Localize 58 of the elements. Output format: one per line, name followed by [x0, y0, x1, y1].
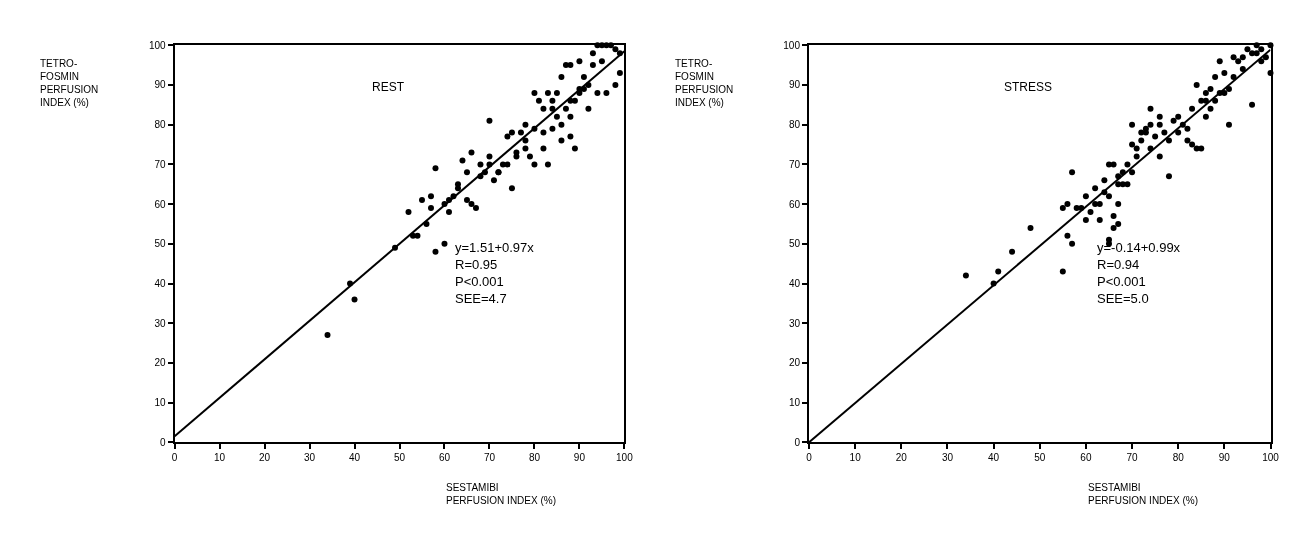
annotation: SEE=4.7: [455, 290, 507, 306]
y-tick-label: 20: [154, 357, 167, 369]
x-tick-label: 20: [895, 452, 908, 464]
annotation: y=1.51+0.97x: [455, 240, 535, 255]
y-tick-label: 60: [788, 198, 801, 210]
annotation: R=0.94: [1097, 256, 1140, 272]
x-axis-title: SESTAMIBI PERFUSION INDEX (%): [446, 482, 557, 506]
annotation: P<0.001: [455, 273, 504, 289]
x-tick-label: 90: [573, 452, 586, 464]
y-tick-label: 100: [148, 39, 167, 51]
x-tick-label: 50: [1034, 452, 1046, 464]
x-tick-label: 10: [214, 452, 226, 464]
x-tick-label: 100: [616, 452, 634, 464]
x-tick-label: 100: [1262, 452, 1280, 464]
x-tick-label: 70: [483, 452, 496, 464]
text: REST: [372, 80, 405, 94]
x-tick-label: 30: [941, 452, 954, 464]
text: STRESS: [1004, 80, 1053, 94]
annotation: SEE=5.0: [1097, 290, 1149, 306]
y-tick-label: 100: [783, 39, 801, 51]
y-tick-label: 10: [788, 397, 801, 409]
x-tick-label: 40: [348, 452, 361, 464]
y-tick-label: 40: [788, 278, 801, 289]
y-tick-label: 0: [794, 436, 801, 448]
x-tick-label: 10: [849, 452, 862, 464]
y-tick-label: 50: [788, 238, 801, 250]
annotation: R=0.95: [455, 256, 498, 272]
y-axis-title: TETRO- FOSMIN PERFUSION INDEX (%): [40, 58, 99, 108]
x-tick-label: 60: [438, 452, 451, 464]
y-tick-label: 90: [154, 79, 167, 91]
annotation: y=-0.14+0.99x: [1097, 240, 1181, 255]
x-tick-label: 30: [303, 452, 316, 464]
x-tick-label: 0: [806, 452, 813, 464]
y-tick-label: 30: [788, 317, 801, 329]
y-tick-label: 40: [154, 278, 167, 289]
annotation: P<0.001: [1097, 273, 1146, 289]
x-tick-label: 20: [259, 452, 271, 464]
x-tick-label: 70: [1126, 452, 1139, 464]
x-tick-label: 80: [528, 452, 541, 464]
x-tick-label: 80: [1172, 452, 1185, 464]
y-tick-label: 90: [788, 79, 801, 91]
y-tick-label: 30: [154, 317, 167, 329]
x-tick-label: 90: [1218, 452, 1231, 464]
y-tick-label: 0: [160, 436, 167, 448]
x-tick-label: 40: [988, 452, 1000, 464]
y-tick-label: 70: [788, 158, 801, 170]
x-tick-label: 0: [171, 452, 178, 464]
x-axis-title: SESTAMIBI PERFUSION INDEX (%): [1088, 482, 1199, 506]
y-tick-label: 70: [154, 158, 167, 170]
y-tick-label: 60: [154, 198, 167, 210]
x-tick-label: 50: [393, 452, 406, 464]
y-tick-label: 50: [154, 238, 167, 250]
y-tick-label: 80: [788, 119, 801, 131]
x-tick-label: 60: [1080, 452, 1092, 464]
y-tick-label: 80: [154, 119, 167, 131]
y-tick-label: 10: [154, 397, 167, 409]
y-axis-title: TETRO- FOSMIN PERFUSION INDEX (%): [675, 58, 734, 108]
y-tick-label: 20: [788, 357, 801, 369]
